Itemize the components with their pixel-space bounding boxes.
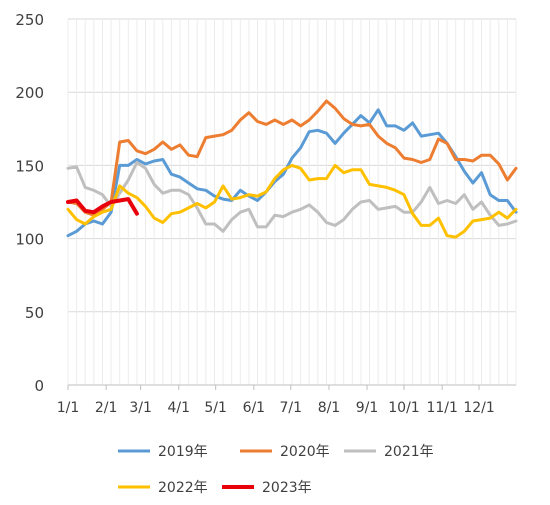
y-tick-label: 200 (15, 84, 44, 102)
x-tick-label: 11/1 (426, 400, 457, 416)
series-line-2023 (66, 197, 139, 216)
legend-label: 2022年 (158, 480, 208, 496)
legend-item: 2019年 (118, 444, 208, 460)
y-tick-label: 0 (34, 377, 44, 395)
legend-label: 2021年 (384, 444, 434, 460)
x-tick-label: 1/1 (57, 400, 80, 416)
x-tick-label: 8/1 (318, 400, 341, 416)
legend-label: 2020年 (280, 444, 330, 460)
plot-area (66, 99, 518, 239)
y-tick-label: 250 (15, 11, 44, 29)
y-tick-label: 50 (25, 304, 44, 322)
legend-item: 2020年 (240, 444, 330, 460)
x-tick-label: 12/1 (463, 400, 494, 416)
legend: 2019年 2020年 2021年 2022年 2023年 (118, 444, 434, 496)
x-tick-label: 6/1 (243, 400, 266, 416)
x-tick-label: 10/1 (388, 400, 419, 416)
legend-label: 2019年 (158, 444, 208, 460)
x-tick-label: 2/1 (95, 400, 118, 416)
axes: 0 50 100 150 200 250 1/1 2/1 3/1 4/1 5/1 6/1 7/1 8/1 9… (15, 11, 516, 416)
x-tick-label: 5/1 (204, 400, 227, 416)
y-tick-label: 100 (15, 231, 44, 249)
legend-label: 2023年 (262, 480, 312, 496)
x-tick-label: 9/1 (356, 400, 379, 416)
gridlines (67, 18, 517, 386)
series-line-2022 (66, 163, 518, 239)
y-tick-label: 150 (15, 157, 44, 175)
x-tick-label: 7/1 (280, 400, 303, 416)
legend-item: 2022年 (118, 480, 208, 496)
x-tick-label: 3/1 (129, 400, 152, 416)
series-line-2021 (66, 161, 518, 233)
series-line-2019 (66, 108, 518, 238)
legend-item: 2023年 (222, 480, 312, 496)
series-line-2020 (66, 99, 518, 217)
legend-item: 2021年 (344, 444, 434, 460)
x-tick-label: 4/1 (168, 400, 191, 416)
